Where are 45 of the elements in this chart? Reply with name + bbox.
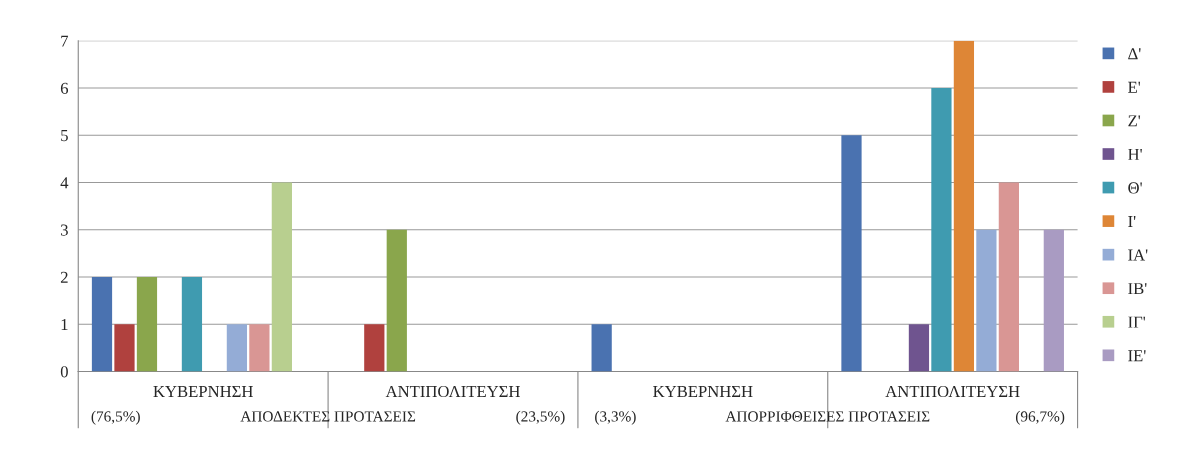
bar — [998, 182, 1019, 372]
bar — [226, 324, 248, 372]
bar — [136, 276, 158, 372]
y-tick-label: 6 — [60, 82, 69, 94]
legend-label: ΙΓ' — [1128, 316, 1146, 328]
y-tick-label: 3 — [61, 224, 68, 236]
y-tick-label: 7 — [61, 35, 69, 47]
legend-label: Ε' — [1128, 81, 1141, 93]
y-tick-label: 4 — [60, 177, 69, 189]
text: ΑΠΟΡΡΙΦΘΕΙΣΕΣ ΠΡΟΤΑΣΕΙΣ — [725, 411, 930, 422]
x-tick-label: ΚΥΒΕΡΝΗΣΗ — [653, 386, 753, 397]
bar — [976, 229, 997, 372]
text: ΑΠΟΔΕΚΤΕΣ ΠΡΟΤΑΣΕΙΣ — [240, 411, 416, 422]
y-tick-label: 2 — [60, 271, 68, 283]
bar — [908, 324, 930, 372]
bar — [181, 276, 203, 372]
bar — [931, 88, 952, 372]
legend-label: Θ' — [1128, 182, 1142, 194]
bar — [953, 40, 975, 372]
x-tick-label: ΑΝΤΙΠΟΛΙΤΕΥΣΗ — [385, 385, 520, 398]
legend-label: Ζ' — [1128, 115, 1141, 127]
bar — [364, 324, 385, 372]
y-tick-label: 1 — [61, 319, 68, 330]
text: (96,7%) — [1015, 410, 1065, 425]
text: (23,5%) — [516, 410, 565, 425]
bar — [841, 135, 862, 372]
legend-label: Η' — [1128, 148, 1142, 160]
x-tick-label: ΑΝΤΙΠΟΛΙΤΕΥΣΗ — [885, 385, 1020, 398]
bar — [1043, 229, 1064, 372]
bar — [114, 324, 135, 372]
legend-label: Δ' — [1128, 48, 1141, 60]
bar — [249, 324, 270, 372]
legend-label: ΙΑ' — [1128, 249, 1148, 261]
legend-label: ΙΕ' — [1128, 350, 1146, 362]
y-tick-label: 5 — [61, 130, 68, 142]
bar — [591, 324, 612, 372]
bar — [386, 229, 407, 372]
text: (76,5%) — [91, 410, 140, 425]
y-tick-label: 0 — [60, 366, 68, 378]
text: (3,3%) — [595, 410, 636, 425]
legend-label: ΙΒ' — [1128, 283, 1147, 295]
legend-label: Ι' — [1128, 216, 1136, 227]
bar — [271, 182, 292, 372]
x-tick-label: ΚΥΒΕΡΝΗΣΗ — [153, 386, 253, 397]
bar — [91, 276, 113, 372]
